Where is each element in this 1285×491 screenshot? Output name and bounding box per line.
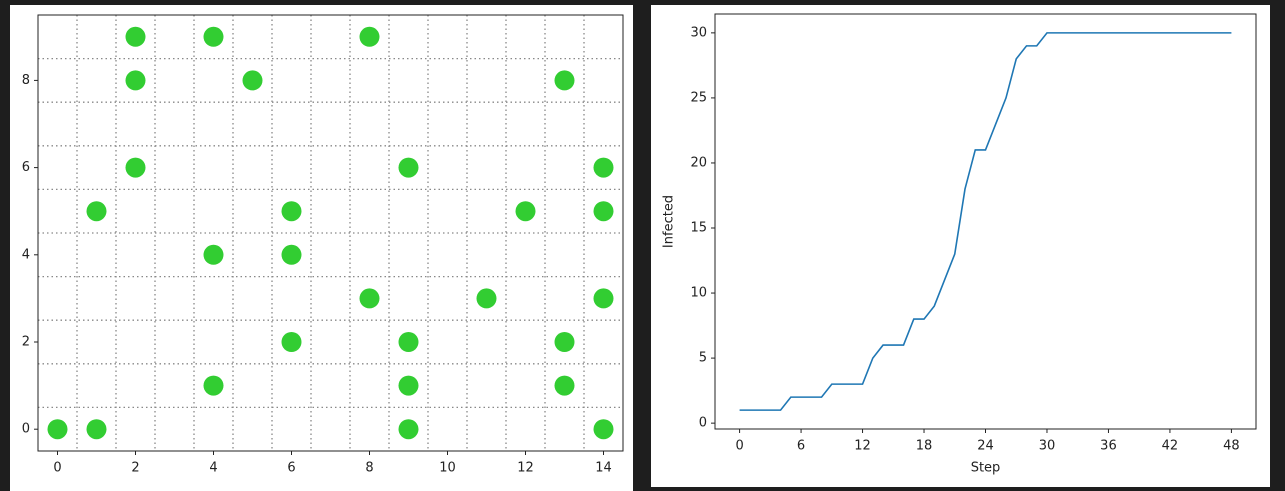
point [86,419,107,440]
x-tick-label: 0 [53,461,61,476]
point [398,419,419,440]
line [739,32,1232,411]
point [398,157,419,178]
x-tick-label: 24 [977,439,994,454]
point [242,70,263,91]
point [554,375,575,396]
point [281,201,302,222]
x-axis-label: Step [971,461,1001,476]
x-tick-label: 0 [735,439,743,454]
y-tick-label: 0 [699,416,707,431]
point [47,419,68,440]
x-tick-label: 36 [1100,439,1117,454]
x-tick-label: 4 [209,461,217,476]
y-axis-label: Infected [662,195,677,248]
y-tick-label: 5 [699,351,707,366]
point [359,288,380,309]
point [398,375,419,396]
point [593,419,614,440]
x-tick-label: 30 [1039,439,1056,454]
point [593,157,614,178]
x-tick-label: 48 [1223,439,1240,454]
x-tick-label: 14 [595,461,612,476]
point [359,26,380,47]
left-panel [10,5,633,491]
point [203,244,224,265]
point [554,332,575,352]
right-panel [651,5,1270,487]
point [515,201,536,222]
x-tick-label: 42 [1162,439,1179,454]
point [476,288,497,309]
x-tick-label: 12 [517,461,534,476]
x-tick-label: 6 [797,439,805,454]
x-tick-label: 12 [854,439,871,454]
y-tick-label: 25 [690,90,707,105]
point [203,375,224,396]
point [125,26,146,47]
axes-frame [714,13,1257,430]
point [593,201,614,222]
x-tick-label: 10 [439,461,456,476]
y-tick-label: 15 [690,221,707,236]
point [398,332,419,352]
y-tick-label: 30 [690,25,707,40]
y-tick-label: 6 [22,160,30,175]
point [281,332,302,352]
y-tick-label: 10 [690,286,707,301]
point [203,26,224,47]
point [125,157,146,178]
point [125,70,146,91]
x-tick-label: 2 [131,461,139,476]
x-tick-label: 8 [365,461,373,476]
x-tick-label: 18 [916,439,933,454]
y-tick-label: 2 [22,335,30,350]
y-tick-label: 0 [22,422,30,437]
point [593,288,614,309]
y-tick-label: 20 [690,155,707,170]
point [554,70,575,91]
axes-frame [37,14,624,452]
y-tick-label: 8 [22,73,30,88]
y-tick-label: 4 [22,247,30,262]
point [281,244,302,265]
point [86,201,107,222]
x-tick-label: 6 [287,461,295,476]
